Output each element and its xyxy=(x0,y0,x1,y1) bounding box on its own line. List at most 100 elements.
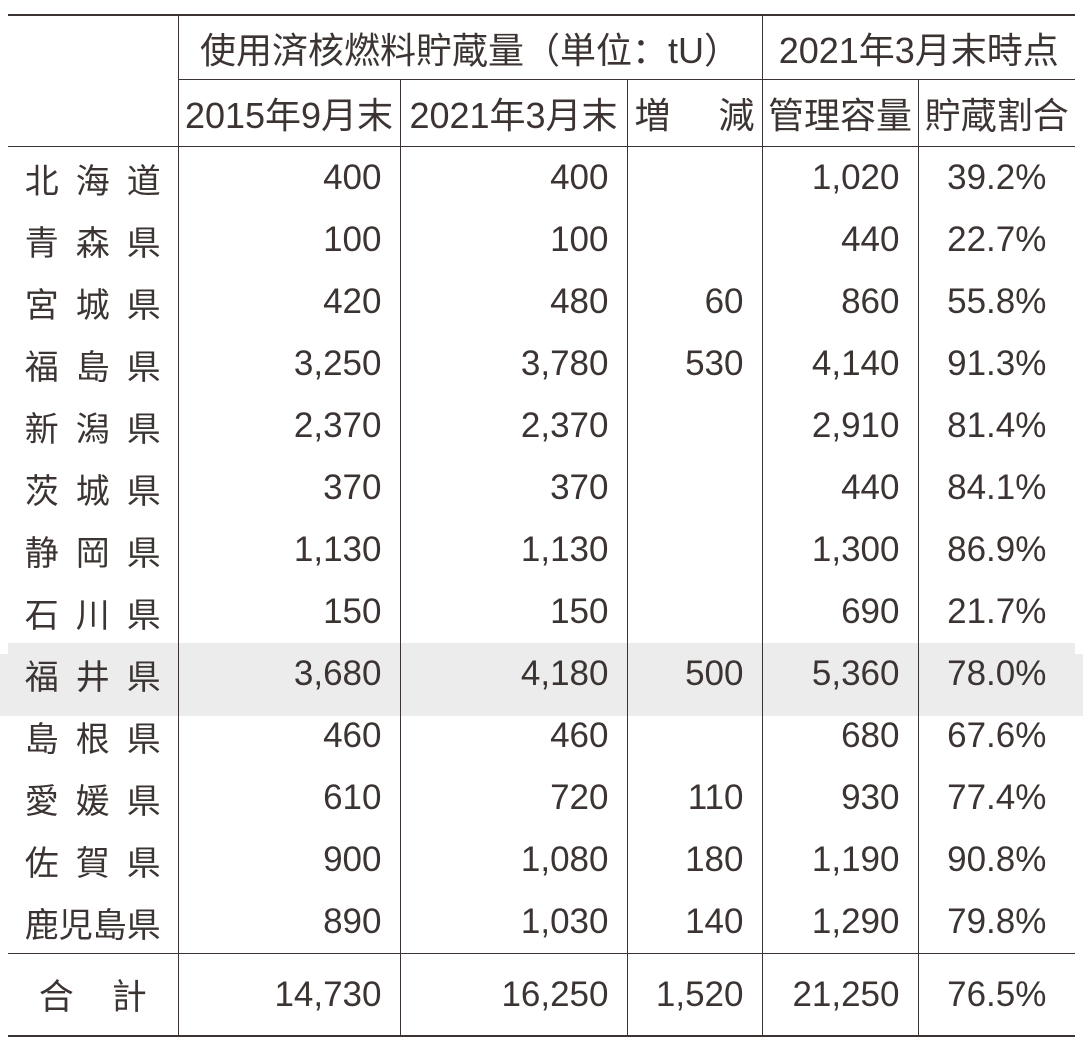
ratio-cell: 39.2% xyxy=(917,146,1075,209)
v2021-cell: 100 xyxy=(399,209,627,271)
ratio-cell: 55.8% xyxy=(917,271,1075,333)
change-cell xyxy=(626,209,762,271)
ratio-cell: 21.7% xyxy=(917,581,1075,643)
v2015-cell: 3,680 xyxy=(177,643,400,705)
prefecture-cell: 福島県 xyxy=(8,333,178,395)
total-label: 合計 xyxy=(38,978,147,1017)
prefecture-cell: 佐賀県 xyxy=(8,829,178,891)
ratio-cell: 86.9% xyxy=(917,519,1075,581)
prefecture-label: 愛媛県 xyxy=(24,782,161,821)
column-header-row: 2015年9月末 2021年3月末 増減 管理容量 貯蔵割合 xyxy=(8,79,1075,147)
prefecture-label: 北海道 xyxy=(24,162,161,201)
change-cell: 180 xyxy=(626,829,762,891)
v2015-cell: 420 xyxy=(177,271,400,333)
capacity-cell: 440 xyxy=(761,209,918,271)
table-row-fukui: 福井県 3,680 4,180 500 5,360 78.0% xyxy=(8,643,1075,705)
prefecture-cell: 宮城県 xyxy=(8,271,178,333)
capacity-cell: 1,300 xyxy=(761,519,918,581)
prefecture-label: 静岡県 xyxy=(24,534,161,573)
prefecture-cell: 鹿児島県 xyxy=(8,891,178,954)
prefecture-cell: 静岡県 xyxy=(8,519,178,581)
v2021-cell: 2,370 xyxy=(399,395,627,457)
spent-fuel-storage-table: 使用済核燃料貯蔵量（単位：tU） 2021年3月末時点 2015年9月末 202… xyxy=(8,14,1075,1037)
capacity-cell: 860 xyxy=(761,271,918,333)
ratio-cell: 67.6% xyxy=(917,705,1075,767)
v2015-cell: 400 xyxy=(177,146,400,209)
change-cell xyxy=(626,395,762,457)
table-row-shizuoka: 静岡県 1,130 1,130 1,300 86.9% xyxy=(8,519,1075,581)
capacity-cell: 1,190 xyxy=(761,829,918,891)
group-header-row: 使用済核燃料貯蔵量（単位：tU） 2021年3月末時点 xyxy=(8,15,1075,147)
change-cell: 530 xyxy=(626,333,762,395)
prefecture-label: 福井県 xyxy=(24,658,161,697)
table-row-hokkaido: 北海道 400 400 1,020 39.2% xyxy=(8,146,1075,210)
v2015-cell: 3,250 xyxy=(177,333,400,395)
v2021-cell: 400 xyxy=(399,146,627,209)
prefecture-label: 新潟県 xyxy=(24,410,161,449)
v2021-cell: 4,180 xyxy=(399,643,627,705)
v2015-cell: 1,130 xyxy=(177,519,400,581)
v2015-cell: 610 xyxy=(177,767,400,829)
group-header-storage: 使用済核燃料貯蔵量（単位：tU） xyxy=(177,15,762,80)
v2015-cell: 2,370 xyxy=(177,395,400,457)
capacity-cell: 680 xyxy=(761,705,918,767)
prefecture-cell: 福井県 xyxy=(8,643,178,705)
corner-cell xyxy=(8,15,178,147)
capacity-cell: 440 xyxy=(761,457,918,519)
table-row-ishikawa: 石川県 150 150 690 21.7% xyxy=(8,581,1075,643)
column-header-change-label: 増減 xyxy=(634,95,755,136)
table-row-kagoshima: 鹿児島県 890 1,030 140 1,290 79.8% xyxy=(8,891,1075,954)
v2021-cell: 370 xyxy=(399,457,627,519)
v2021-cell: 720 xyxy=(399,767,627,829)
ratio-cell: 78.0% xyxy=(917,643,1075,705)
capacity-cell: 1,020 xyxy=(761,146,918,209)
total-ratio-cell: 76.5% xyxy=(917,953,1075,1036)
total-v2021-cell: 16,250 xyxy=(399,953,627,1036)
change-cell: 60 xyxy=(626,271,762,333)
ratio-cell: 90.8% xyxy=(917,829,1075,891)
prefecture-label: 鹿児島県 xyxy=(24,906,161,945)
column-header-change: 増減 xyxy=(626,79,762,147)
total-v2015-cell: 14,730 xyxy=(177,953,400,1036)
prefecture-cell: 石川県 xyxy=(8,581,178,643)
prefecture-cell: 愛媛県 xyxy=(8,767,178,829)
capacity-cell: 2,910 xyxy=(761,395,918,457)
prefecture-label: 福島県 xyxy=(24,348,161,387)
table-row-niigata: 新潟県 2,370 2,370 2,910 81.4% xyxy=(8,395,1075,457)
column-header-capacity: 管理容量 xyxy=(761,79,918,147)
capacity-cell: 690 xyxy=(761,581,918,643)
table-row-aomori: 青森県 100 100 440 22.7% xyxy=(8,209,1075,271)
change-cell xyxy=(626,146,762,209)
prefecture-cell: 新潟県 xyxy=(8,395,178,457)
total-label-cell: 合計 xyxy=(8,953,178,1036)
total-change-cell: 1,520 xyxy=(626,953,762,1036)
change-cell xyxy=(626,519,762,581)
table-row-shimane: 島根県 460 460 680 67.6% xyxy=(8,705,1075,767)
ratio-cell: 81.4% xyxy=(917,395,1075,457)
prefecture-cell: 青森県 xyxy=(8,209,178,271)
table-row-miyagi: 宮城県 420 480 60 860 55.8% xyxy=(8,271,1075,333)
total-row: 合計 14,730 16,250 1,520 21,250 76.5% xyxy=(8,953,1075,1036)
table-row-ibaraki: 茨城県 370 370 440 84.1% xyxy=(8,457,1075,519)
v2015-cell: 900 xyxy=(177,829,400,891)
total-capacity-cell: 21,250 xyxy=(761,953,918,1036)
ratio-cell: 77.4% xyxy=(917,767,1075,829)
prefecture-cell: 北海道 xyxy=(8,147,178,210)
ratio-cell: 84.1% xyxy=(917,457,1075,519)
table-body: 北海道 400 400 1,020 39.2% 青森県 100 100 440 … xyxy=(8,146,1075,954)
table-row-saga: 佐賀県 900 1,080 180 1,190 90.8% xyxy=(8,829,1075,891)
ratio-cell: 79.8% xyxy=(917,891,1075,954)
v2015-cell: 890 xyxy=(177,891,400,954)
prefecture-label: 島根県 xyxy=(24,720,161,759)
v2021-cell: 1,130 xyxy=(399,519,627,581)
table-footer: 合計 14,730 16,250 1,520 21,250 76.5% xyxy=(8,953,1075,1036)
prefecture-cell: 茨城県 xyxy=(8,457,178,519)
prefecture-label: 茨城県 xyxy=(24,472,161,511)
table-row-fukushima: 福島県 3,250 3,780 530 4,140 91.3% xyxy=(8,333,1075,395)
v2021-cell: 480 xyxy=(399,271,627,333)
v2015-cell: 460 xyxy=(177,705,400,767)
capacity-cell: 1,290 xyxy=(761,891,918,954)
table-header: 使用済核燃料貯蔵量（単位：tU） 2021年3月末時点 2015年9月末 202… xyxy=(8,15,1075,147)
v2021-cell: 1,080 xyxy=(399,829,627,891)
ratio-cell: 91.3% xyxy=(917,333,1075,395)
